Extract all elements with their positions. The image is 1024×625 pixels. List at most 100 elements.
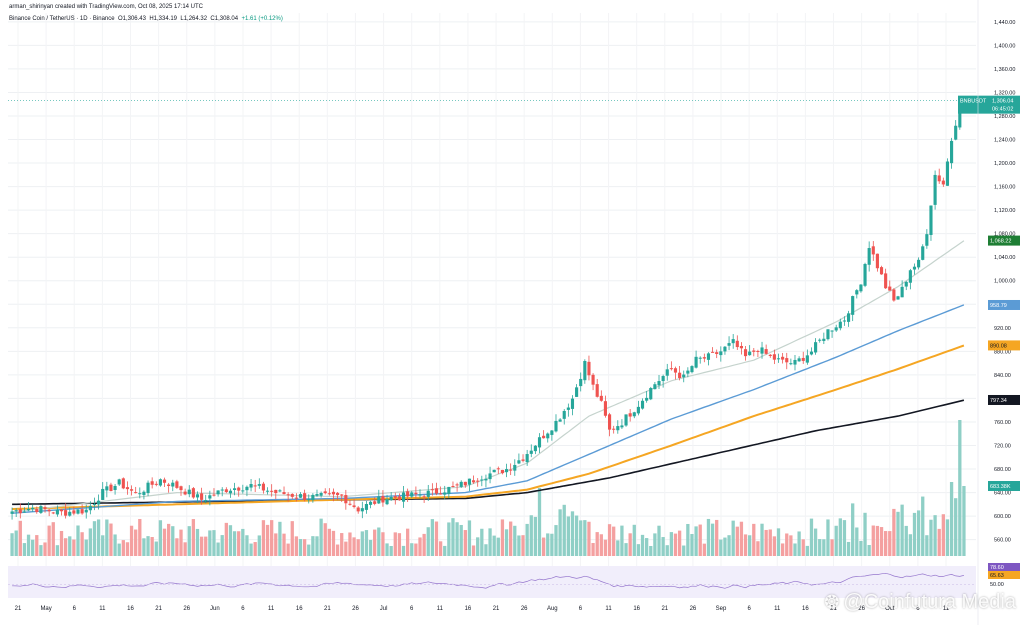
candle-body (228, 490, 233, 494)
volume-bar (529, 515, 533, 556)
price-label-value: 958.79 (990, 303, 1007, 309)
volume-bar (154, 541, 158, 556)
volume-bar (768, 529, 772, 556)
volume-bar (785, 533, 789, 556)
volume-bar (191, 519, 196, 556)
volume-bar (846, 541, 851, 556)
candle-body (397, 496, 401, 501)
candle-body (822, 338, 826, 341)
price-label-symbol: BNBUSDT (960, 99, 987, 105)
candle-body (389, 496, 393, 501)
candle-body (620, 425, 624, 428)
rsi-line (12, 572, 964, 589)
candle-body (422, 496, 426, 498)
volume-bar (603, 539, 608, 556)
candle-body (496, 468, 500, 470)
candle-body (764, 349, 768, 354)
price-tick-label: 1,240.00 (994, 138, 1015, 144)
candle-body (472, 480, 476, 483)
candle-body (607, 414, 612, 430)
volume-bar (142, 538, 146, 556)
volume-bar (270, 520, 274, 556)
candle-body (900, 286, 904, 298)
price-tick-label: 1,400.00 (994, 43, 1015, 49)
volume-bar (109, 523, 113, 556)
candle-body (261, 483, 265, 491)
volume-bar (96, 519, 101, 556)
candle-body (785, 358, 789, 363)
candle-body (628, 413, 632, 417)
volume-bar (686, 523, 690, 556)
candle-body (575, 387, 579, 397)
candle-body (109, 484, 113, 491)
candle-body (158, 479, 162, 486)
volume-bar (311, 536, 315, 556)
volume-bar (302, 539, 307, 556)
candle-body (35, 509, 39, 513)
volume-bar (879, 527, 884, 556)
volume-bar (484, 544, 488, 556)
price-label-ema-100: 890.08 (988, 340, 1020, 351)
candle-body (381, 496, 385, 503)
volume-bar (962, 486, 966, 556)
time-axis: 21 May 6 11 16 21 26 Jun 6 11 16 21 26 Jul 6 11 16 21 26 Au… (15, 606, 950, 612)
volume-bar (315, 536, 319, 556)
volume-bar (941, 514, 945, 556)
volume-bar (793, 543, 797, 556)
volume-bar (640, 534, 645, 556)
volume-bar (583, 520, 587, 556)
volume-bar (789, 535, 793, 556)
volume-bar (393, 532, 397, 556)
volume-bar (348, 532, 352, 556)
price-tick-label: 1,320.00 (994, 90, 1015, 96)
volume-bar (26, 534, 31, 556)
volume-bar (356, 539, 360, 556)
volume-bar (261, 520, 266, 556)
candle-body (154, 483, 158, 485)
volume-bar (665, 545, 669, 556)
candle-body (72, 510, 76, 514)
volume-bar (204, 536, 208, 556)
volume-bar (401, 545, 406, 556)
volume-bar (14, 530, 18, 556)
volume-bar (294, 536, 299, 556)
volume-bar (818, 539, 822, 556)
volume-bar (414, 543, 418, 556)
volume-bar (237, 531, 241, 556)
rsi-band (8, 566, 976, 598)
candle-body (533, 445, 537, 452)
candle-body (859, 284, 863, 292)
candle-body (504, 469, 509, 473)
time-tick-label: Oct (885, 606, 895, 612)
candle-body (406, 491, 410, 497)
volume-bar (500, 519, 505, 556)
candle-body (84, 509, 88, 513)
time-tick-label: Jul (380, 606, 388, 612)
candle-body (546, 433, 550, 439)
candle-body (253, 485, 257, 487)
candle-body (323, 491, 327, 494)
volume-bar (612, 526, 616, 556)
ema-50-line (12, 304, 965, 514)
candle-body (616, 426, 620, 431)
volume-bar (954, 498, 958, 556)
time-tick-label: 11 (437, 606, 444, 612)
volume-bar (632, 524, 636, 556)
volume-bar (199, 536, 204, 556)
candle-body (171, 482, 175, 487)
candle-body (463, 481, 467, 486)
volume-bar (752, 523, 756, 556)
volume-bar (760, 523, 764, 556)
candle-body (220, 489, 224, 491)
price-tick-label: 680.00 (994, 467, 1011, 473)
volume-bar (541, 537, 546, 556)
volume-bar (331, 530, 336, 556)
price-label-value: 890.08 (990, 343, 1007, 349)
watermark-text: @Coinfutura Media (843, 591, 1016, 613)
candle-body (587, 361, 591, 376)
price-tick-label: 1,080.00 (994, 232, 1015, 238)
candle-body (245, 486, 249, 491)
candle-body (760, 347, 764, 354)
volume-bar (22, 543, 27, 556)
